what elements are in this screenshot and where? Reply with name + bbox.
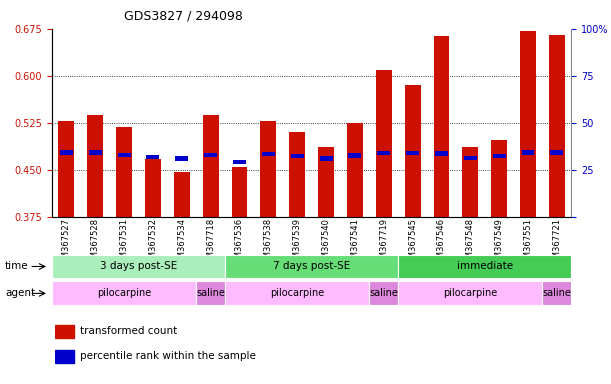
Bar xyxy=(551,150,563,154)
Bar xyxy=(175,156,188,161)
Bar xyxy=(398,255,571,278)
Bar xyxy=(232,167,247,217)
Bar xyxy=(262,152,275,156)
Bar xyxy=(463,147,478,217)
Bar xyxy=(60,150,73,154)
Bar xyxy=(435,151,448,156)
Text: saline: saline xyxy=(369,288,398,298)
Bar xyxy=(289,132,305,217)
Bar xyxy=(398,281,543,305)
Bar xyxy=(369,281,398,305)
Text: immediate: immediate xyxy=(456,262,513,271)
Bar xyxy=(522,150,535,154)
Bar xyxy=(117,153,131,157)
Bar xyxy=(147,154,159,159)
Bar xyxy=(348,153,361,158)
Text: saline: saline xyxy=(196,288,225,298)
Bar xyxy=(59,121,75,217)
Bar xyxy=(204,153,217,157)
Text: pilocarpine: pilocarpine xyxy=(270,288,324,298)
Text: pilocarpine: pilocarpine xyxy=(97,288,151,298)
Text: 3 days post-SE: 3 days post-SE xyxy=(100,262,177,271)
Bar xyxy=(492,154,506,158)
Text: saline: saline xyxy=(543,288,571,298)
Bar xyxy=(225,281,369,305)
Text: percentile rank within the sample: percentile rank within the sample xyxy=(80,351,256,361)
Bar xyxy=(543,281,571,305)
Bar xyxy=(203,115,219,217)
Bar xyxy=(434,36,449,217)
Bar xyxy=(406,151,419,155)
Bar xyxy=(491,141,507,217)
Text: GDS3827 / 294098: GDS3827 / 294098 xyxy=(124,10,243,23)
Bar xyxy=(116,127,132,217)
Bar xyxy=(347,123,363,217)
Bar xyxy=(225,255,398,278)
Bar xyxy=(377,151,390,155)
Text: time: time xyxy=(5,262,29,271)
Text: 7 days post-SE: 7 days post-SE xyxy=(273,262,350,271)
Bar xyxy=(55,350,74,362)
Bar xyxy=(52,281,196,305)
Bar xyxy=(52,255,225,278)
Bar xyxy=(404,85,420,217)
Bar xyxy=(260,121,276,217)
Bar xyxy=(87,115,103,217)
Bar xyxy=(318,147,334,217)
Bar xyxy=(145,159,161,217)
Bar xyxy=(549,35,565,217)
Text: agent: agent xyxy=(5,288,35,298)
Bar xyxy=(320,156,332,161)
Bar xyxy=(89,150,101,154)
Bar xyxy=(55,325,74,338)
Bar xyxy=(174,172,189,217)
Text: pilocarpine: pilocarpine xyxy=(443,288,497,298)
Bar xyxy=(520,31,536,217)
Bar xyxy=(464,156,477,160)
Bar xyxy=(376,70,392,217)
Bar xyxy=(291,154,304,158)
Text: transformed count: transformed count xyxy=(80,326,177,336)
Bar xyxy=(233,160,246,164)
Bar xyxy=(196,281,225,305)
